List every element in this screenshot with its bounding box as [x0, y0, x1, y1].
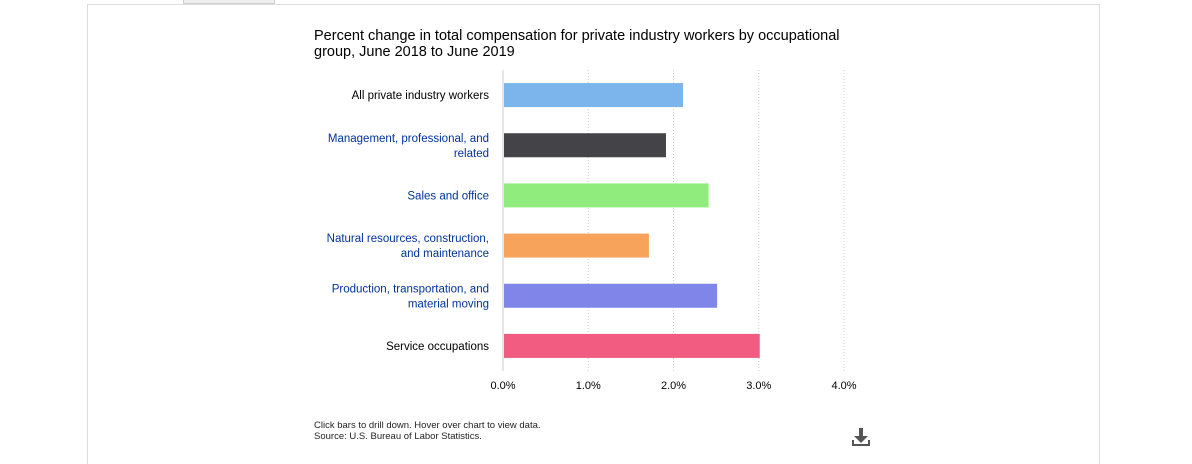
bar-chart[interactable]: 0.0% 1.0% 2.0% 3.0% 4.0% All private industry…	[0, 0, 1192, 450]
category-label[interactable]: Natural resources, construction, and main…	[327, 233, 489, 260]
category-label[interactable]: Production, transportation, and material …	[332, 283, 489, 310]
category-label[interactable]: Sales and office	[407, 190, 489, 202]
bar[interactable]	[504, 333, 760, 358]
x-tick-label: 0.0%	[490, 380, 515, 392]
x-tick-label: 1.0%	[576, 380, 601, 392]
content-frame	[87, 4, 1100, 464]
bar[interactable]	[504, 283, 718, 308]
category-label: Service occupations	[386, 341, 489, 353]
download-icon[interactable]	[849, 425, 873, 449]
chart-source: Source: U.S. Bureau of Labor Statistics.	[314, 431, 482, 442]
x-tick-label: 4.0%	[831, 380, 856, 392]
bar[interactable]	[504, 133, 666, 158]
x-tick-label: 2.0%	[661, 380, 686, 392]
category-label[interactable]: Management, professional, and related	[328, 133, 489, 160]
x-tick-label: 3.0%	[746, 380, 771, 392]
chart-instructions: Click bars to drill down. Hover over cha…	[314, 420, 541, 431]
bar[interactable]	[504, 233, 649, 258]
chart-title: Percent change in total compensation for…	[314, 28, 840, 60]
bar[interactable]	[504, 83, 684, 108]
tab-stub[interactable]	[183, 0, 275, 4]
category-label: All private industry workers	[352, 90, 490, 102]
bar[interactable]	[504, 183, 709, 208]
